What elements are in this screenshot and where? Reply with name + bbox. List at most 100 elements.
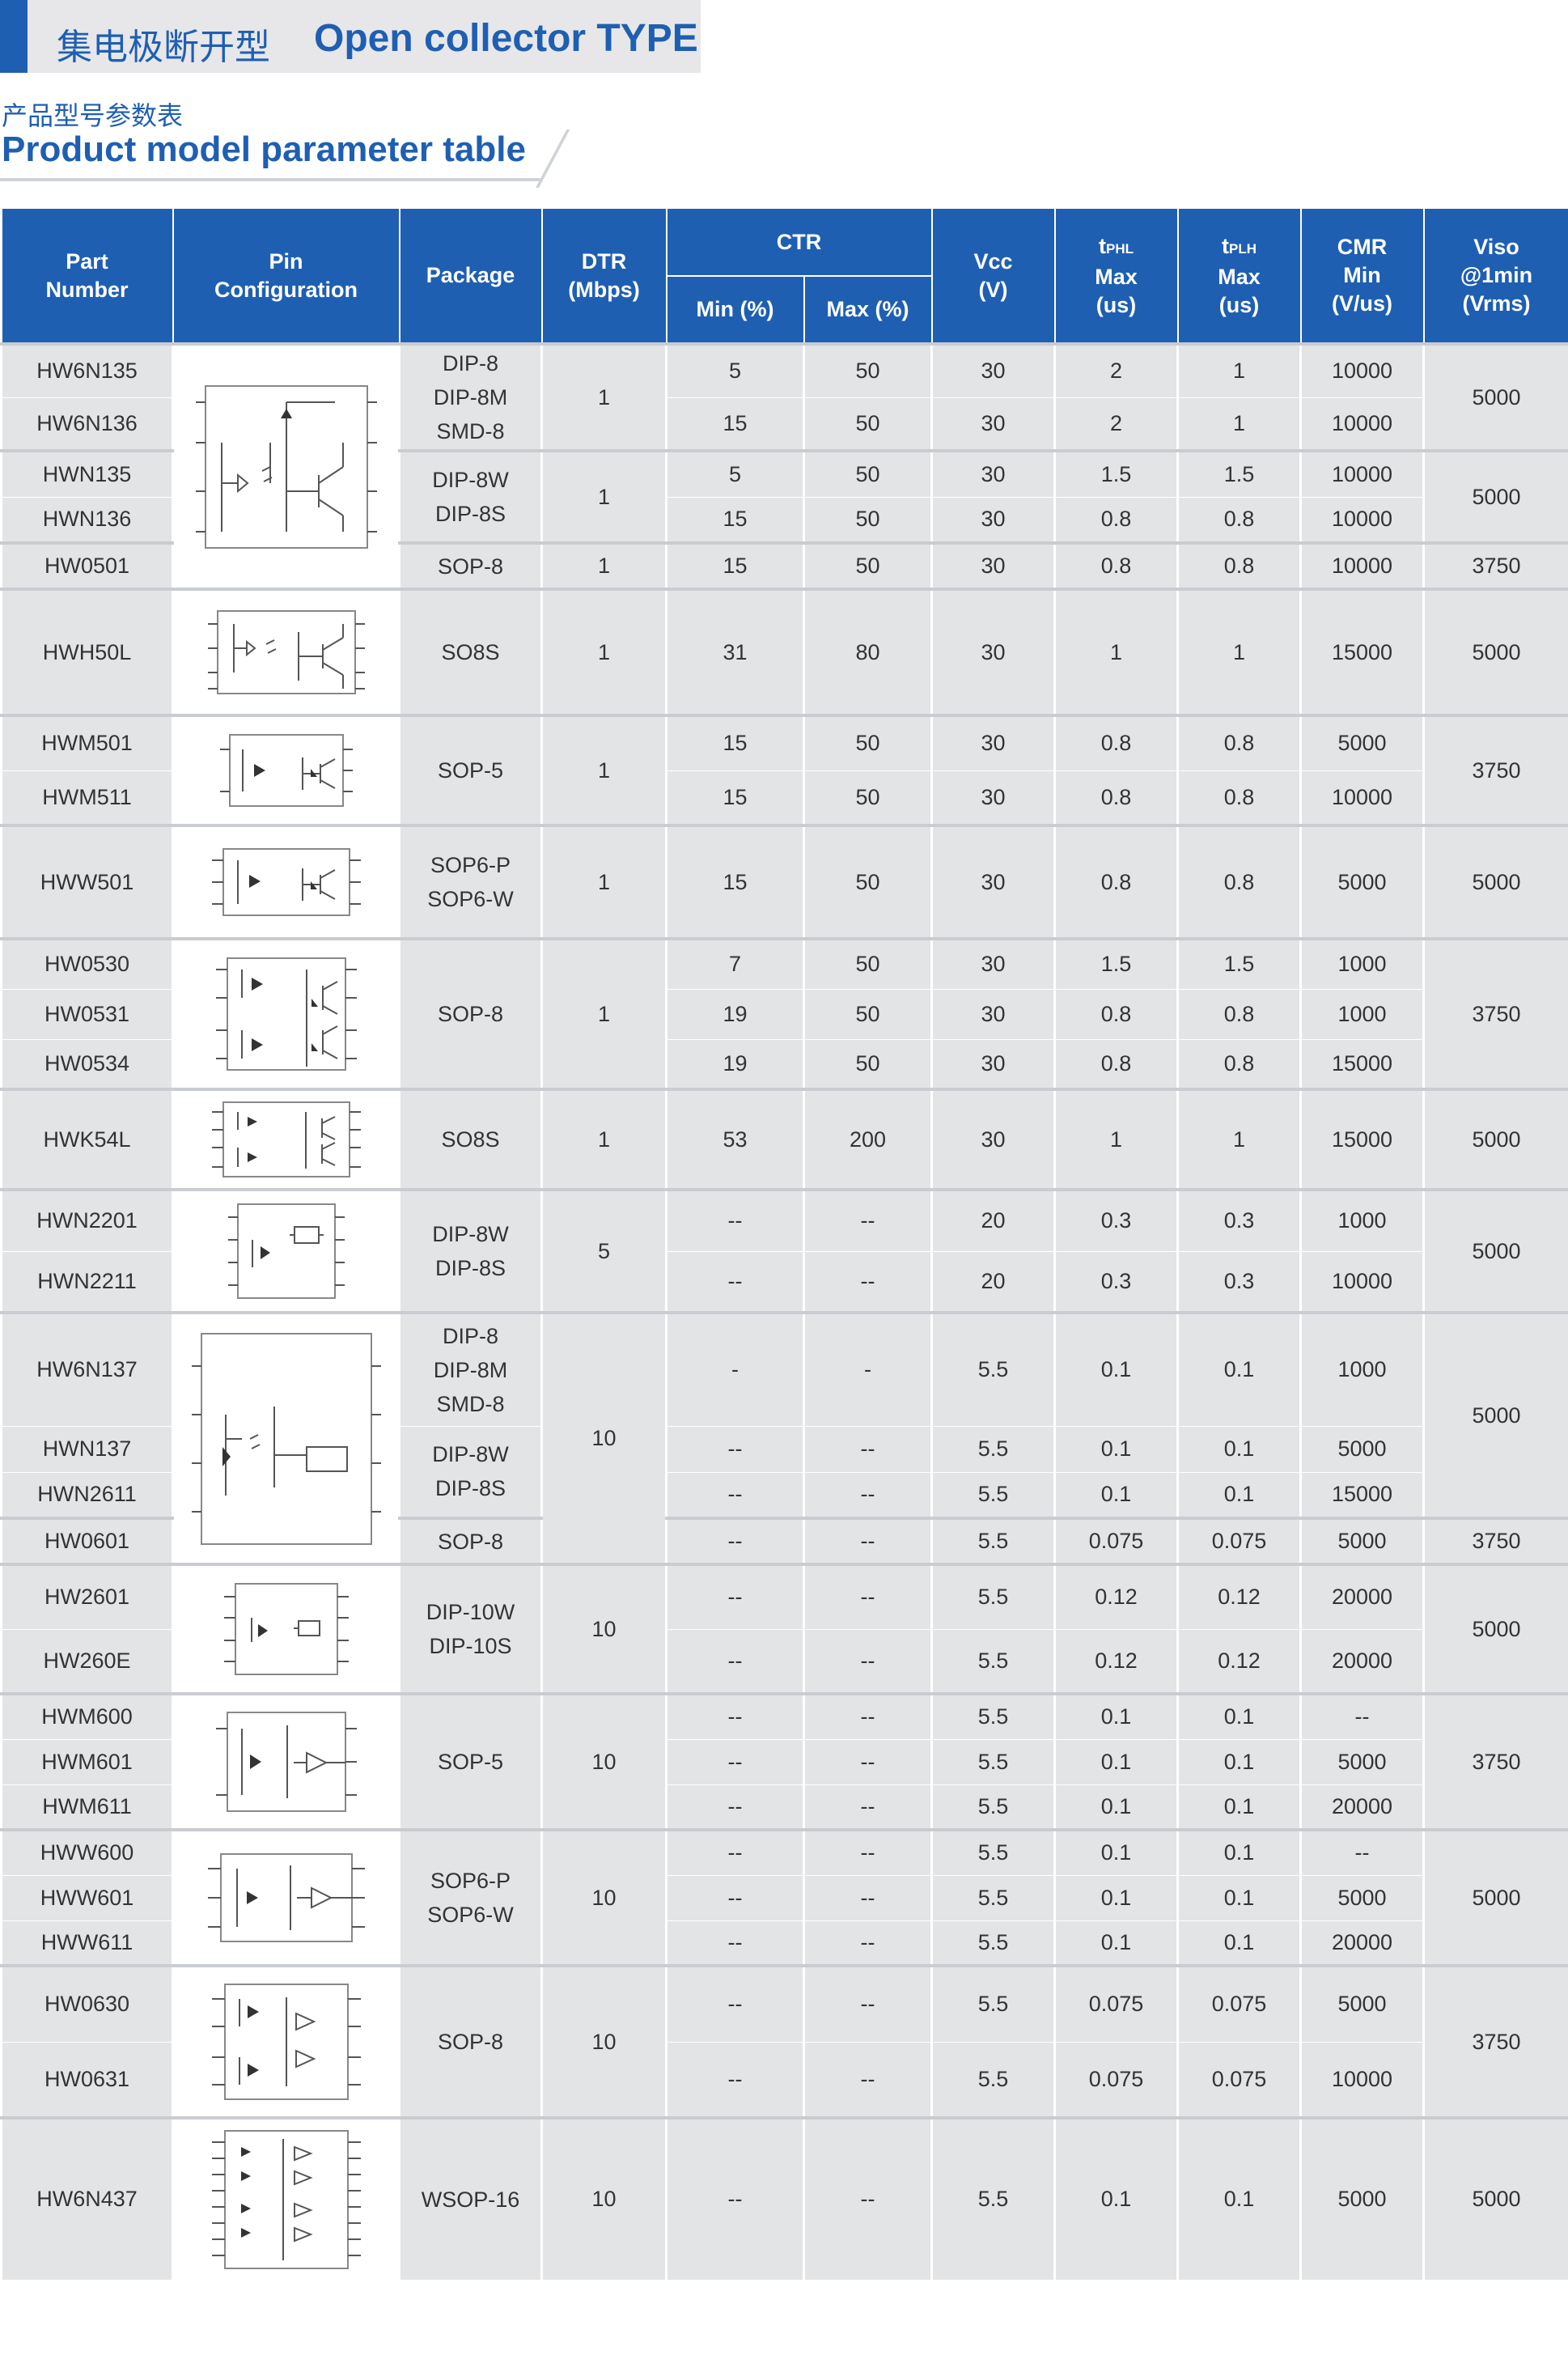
- ctr-min: --: [665, 1188, 805, 1252]
- viso-cell: 3750: [1422, 1692, 1568, 1831]
- tphl: 1: [1053, 588, 1179, 716]
- ctr-min: 15: [665, 824, 805, 940]
- dtr-cell: 1: [540, 450, 667, 544]
- cmr: 15000: [1299, 1471, 1425, 1519]
- dtr-cell: 10: [540, 1692, 667, 1831]
- cmr: 1000: [1299, 988, 1425, 1040]
- ctr-max: --: [803, 1471, 933, 1519]
- package-cell: SO8S: [398, 588, 543, 716]
- optocoupler-dual-transistor-diagram-icon: [211, 1101, 361, 1178]
- part-number: HW0530: [0, 937, 174, 990]
- part-number: HWW600: [0, 1828, 174, 1876]
- pin-configuration-diagram: [172, 1311, 400, 1565]
- pin-configuration-diagram: [172, 342, 400, 590]
- tphl: 0.8: [1053, 824, 1179, 940]
- tphl: 1.5: [1053, 450, 1179, 498]
- ctr-max: --: [803, 1964, 933, 2043]
- table-row: HW2601 DIP-10W DIP-10S 10 -- -- 5.5 0.12 …: [0, 1563, 1568, 1695]
- col-tplh: tPLH Max (us): [1176, 207, 1302, 345]
- vcc: 30: [930, 542, 1056, 590]
- cmr: 5000: [1299, 1738, 1425, 1785]
- ctr-min: 15: [665, 714, 805, 771]
- table-row: HWW501 SOP6-P SOP6-W 1 15 50 30 0.8 0.8 5…: [0, 824, 1568, 940]
- ctr-min: 15: [665, 496, 805, 544]
- ctr-min: --: [665, 1471, 805, 1519]
- tphl: 2: [1053, 342, 1179, 398]
- table-row: HWN2611 -- -- 5.5 0.1 0.1 15000: [0, 1471, 1568, 1519]
- part-number: HWN137: [0, 1425, 174, 1473]
- table-row: HWM611 -- -- 5.5 0.1 0.1 20000: [0, 1784, 1568, 1831]
- part-number: HWN2201: [0, 1188, 174, 1252]
- ctr-max: 80: [803, 588, 933, 716]
- tplh: 0.1: [1176, 1874, 1302, 1921]
- ctr-min: --: [665, 1517, 805, 1565]
- tphl: 0.1: [1053, 1471, 1179, 1519]
- table-row: HW0601 SOP-8 -- -- 5.5 0.075 0.075 5000 …: [0, 1517, 1568, 1565]
- cmr: 5000: [1299, 714, 1425, 771]
- tphl: 0.1: [1053, 2116, 1179, 2281]
- part-number: HWW611: [0, 1920, 174, 1967]
- pin-configuration-diagram: [172, 2116, 400, 2281]
- table-row: HW6N135 DIP-8 DIP-8M SMD-8 1 5 50 30 2: [0, 342, 1568, 590]
- dtr-cell: 1: [540, 937, 667, 1090]
- subtitle-en: Product model parameter table: [2, 129, 526, 169]
- part-number: HWM511: [0, 770, 174, 826]
- tplh: 0.8: [1176, 714, 1302, 771]
- tplh: 1: [1176, 397, 1302, 452]
- ctr-max: 200: [803, 1088, 933, 1190]
- title-accent-bar: [0, 0, 28, 73]
- subtitle-underline: [0, 178, 540, 181]
- vcc: 30: [930, 496, 1056, 544]
- viso-cell: 5000: [1422, 450, 1568, 544]
- col-viso: Viso @1min (Vrms): [1422, 207, 1568, 345]
- part-number: HWN2211: [0, 1250, 174, 1313]
- title-en: Open collector TYPE: [314, 17, 698, 60]
- optocoupler-quad-gate-diagram-icon: [211, 2129, 361, 2269]
- tphl: 0.075: [1053, 1964, 1179, 2043]
- tphl: 0.1: [1053, 1920, 1179, 1967]
- cmr: 10000: [1299, 1250, 1425, 1313]
- col-ctr-min: Min (%): [665, 275, 805, 345]
- vcc: 5.5: [930, 1425, 1056, 1473]
- table-row: HWN2201 DIP-8W DIP-8S 5 -- -- 20 0.3 0.3 …: [0, 1188, 1568, 1313]
- optocoupler-gate-diagram-icon: [215, 1712, 357, 1812]
- ctr-min: --: [665, 2041, 805, 2119]
- ctr-min: -: [665, 1311, 805, 1427]
- dtr-cell: 10: [540, 1964, 667, 2119]
- package-cell: SOP-5: [398, 714, 543, 826]
- part-number: HW2601: [0, 1563, 174, 1630]
- part-number: HW0534: [0, 1038, 174, 1090]
- pin-configuration-diagram: [172, 714, 400, 826]
- viso-cell: 5000: [1422, 1311, 1568, 1519]
- package-cell: SOP6-P SOP6-W: [398, 824, 543, 940]
- vcc: 20: [930, 1250, 1056, 1313]
- pin-configuration-diagram: [172, 1964, 400, 2119]
- ctr-max: --: [803, 1828, 933, 1876]
- tplh: 0.3: [1176, 1188, 1302, 1252]
- dtr-cell: 10: [540, 2116, 667, 2281]
- viso-cell: 3750: [1422, 937, 1568, 1090]
- ctr-max: 50: [803, 342, 933, 398]
- part-number: HW6N137: [0, 1311, 174, 1427]
- tphl: 0.075: [1053, 1517, 1179, 1565]
- viso-cell: 5000: [1422, 1828, 1568, 1967]
- part-number: HW6N135: [0, 342, 174, 398]
- vcc: 5.5: [930, 1628, 1056, 1695]
- part-number: HW0601: [0, 1517, 174, 1565]
- part-number: HW0631: [0, 2041, 174, 2119]
- cmr: 10000: [1299, 770, 1425, 826]
- viso-cell: 3750: [1422, 714, 1568, 826]
- col-tphl: tPHL Max (us): [1053, 207, 1179, 345]
- tphl: 0.8: [1053, 1038, 1179, 1090]
- tphl: 0.1: [1053, 1784, 1179, 1831]
- cmr: 15000: [1299, 588, 1425, 716]
- part-number: HWM501: [0, 714, 174, 771]
- ctr-max: 50: [803, 450, 933, 498]
- col-dtr: DTR (Mbps): [540, 207, 667, 345]
- package-cell: DIP-8W DIP-8S: [398, 1188, 543, 1313]
- vcc: 30: [930, 770, 1056, 826]
- dtr-cell: 1: [540, 342, 667, 452]
- viso-cell: 3750: [1422, 1964, 1568, 2119]
- tphl: 0.3: [1053, 1250, 1179, 1313]
- tplh: 0.3: [1176, 1250, 1302, 1313]
